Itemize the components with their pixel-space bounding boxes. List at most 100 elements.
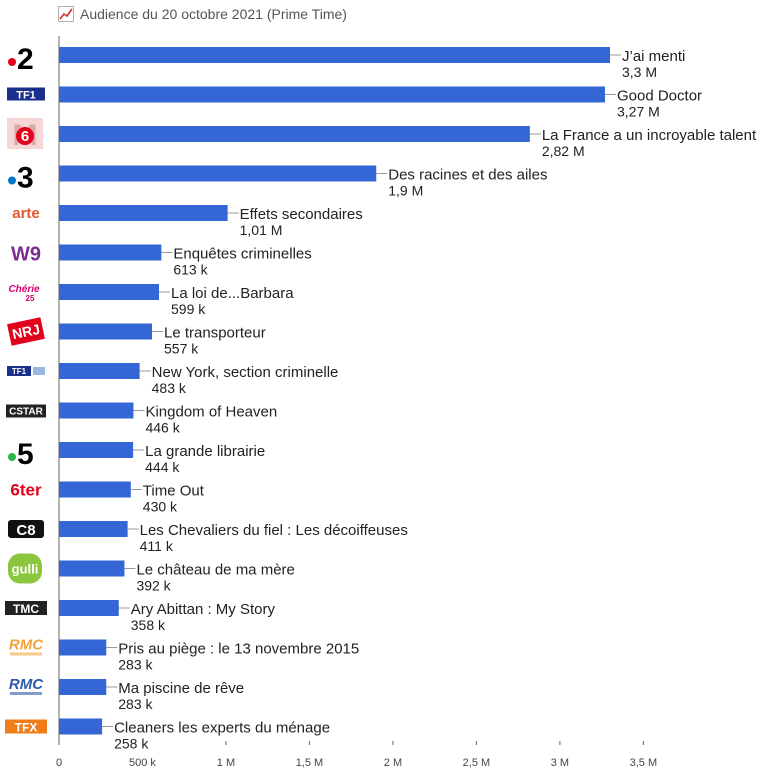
bar: [59, 481, 131, 498]
logo-box: [6, 404, 46, 418]
bar: [59, 205, 228, 221]
logo-sub: [10, 652, 42, 656]
logo-dot: [8, 58, 16, 66]
logo-box: [7, 87, 45, 101]
logo-mark: TFX: [15, 721, 38, 735]
bar: [59, 639, 107, 656]
logo-mark: C8: [16, 522, 35, 539]
logo-sub: [10, 692, 42, 695]
logo-dot: [8, 176, 16, 185]
logo-disc: [16, 127, 34, 145]
bar: [59, 323, 153, 340]
chart-title-bar: Audience du 20 octobre 2021 (Prime Time): [58, 4, 347, 24]
bar: [59, 363, 140, 379]
value-label: 599 k: [171, 301, 206, 317]
x-tick-label: 1,5 M: [296, 757, 324, 769]
w9-logo: W9: [11, 244, 41, 266]
rmc-story-logo: RMC: [9, 637, 44, 656]
logo-box: [7, 317, 45, 346]
logo-mark: W9: [11, 244, 41, 266]
logo-box: [8, 520, 44, 538]
x-tick-label: 1 M: [217, 757, 235, 769]
value-label: 283 k: [118, 696, 153, 712]
bar-row: RMC Pris au piège : le 13 novembre 201528…: [9, 637, 359, 673]
bar: [59, 47, 610, 63]
bar: [59, 442, 134, 458]
value-label: 444 k: [145, 459, 180, 475]
bar: [59, 165, 377, 182]
tmc-logo: TMC: [5, 601, 47, 616]
value-label: 557 k: [164, 341, 199, 357]
logo-box: [5, 719, 47, 734]
bar: [59, 402, 134, 419]
m6-logo: M6: [7, 118, 43, 152]
program-label: Ma piscine de rêve: [118, 680, 244, 697]
bar: [59, 126, 530, 142]
value-label: 392 k: [136, 578, 171, 594]
bar: [59, 244, 162, 261]
x-tick-label: 2 M: [384, 757, 402, 769]
chart-icon: [58, 6, 74, 22]
program-label: La France a un incroyable talent: [542, 127, 757, 144]
program-label: New York, section criminelle: [152, 364, 339, 381]
logo-number: 25: [26, 294, 35, 303]
logo-sub: [33, 367, 45, 375]
program-label: La grande librairie: [145, 443, 265, 460]
bar: [59, 718, 103, 735]
program-label: Ary Abittan : My Story: [131, 601, 276, 618]
bar: [59, 560, 125, 577]
logo-mark: CSTAR: [9, 407, 43, 418]
program-label: Cleaners les experts du ménage: [114, 720, 330, 737]
logo-mark: 2: [17, 43, 34, 76]
program-label: Effets secondaires: [240, 206, 363, 223]
x-axis: 0 500 k 1 M 1,5 M 2 M 2,5 M 3 M 3,5 M: [56, 36, 657, 769]
france2-logo: 2: [8, 43, 34, 76]
value-label: 411 k: [140, 538, 174, 554]
value-label: 258 k: [114, 736, 149, 752]
value-label: 613 k: [173, 262, 208, 278]
bar: [59, 600, 119, 616]
rmc-decouverte-logo: RMC: [9, 676, 44, 695]
value-label: 3,27 M: [617, 104, 660, 120]
program-label: Enquêtes criminelles: [173, 246, 311, 263]
logo-mark: Chérie: [8, 284, 40, 295]
logo-mark: gulli: [12, 562, 39, 577]
x-tick-label: 0: [56, 757, 62, 769]
logo-mark: arte: [12, 205, 40, 222]
logo-mark: RMC: [9, 676, 44, 693]
program-label: La loi de...Barbara: [171, 285, 294, 302]
logo-mark: TF1: [16, 90, 36, 102]
program-label: Les Chevaliers du fiel : Les décoiffeuse…: [140, 522, 408, 539]
logo-mark: TF1: [12, 367, 27, 376]
value-label: 1,9 M: [388, 183, 423, 199]
arte-logo: arte: [12, 205, 40, 222]
bar-row: C8 Les Chevaliers du fiel : Les décoiffeu…: [8, 520, 408, 554]
cstar-logo: CSTAR: [6, 404, 46, 418]
program-label: Le château de ma mère: [136, 562, 294, 579]
logo-mark: 6ter: [10, 481, 42, 500]
c8-logo: C8: [8, 520, 44, 539]
x-tick-label: 2,5 M: [463, 757, 491, 769]
bar: [59, 284, 160, 300]
value-label: 483 k: [152, 380, 187, 396]
program-label: J’ai menti: [622, 48, 685, 65]
logo-mark: 3: [17, 162, 34, 195]
x-tick-label: 500 k: [129, 757, 156, 769]
france5-logo: 5: [8, 438, 34, 471]
logo-mark: RMC: [9, 637, 44, 654]
france3-logo: 3: [8, 162, 34, 195]
logo-mark: 5: [17, 438, 34, 471]
logo-dot: [8, 453, 16, 461]
value-label: 1,01 M: [240, 222, 283, 238]
